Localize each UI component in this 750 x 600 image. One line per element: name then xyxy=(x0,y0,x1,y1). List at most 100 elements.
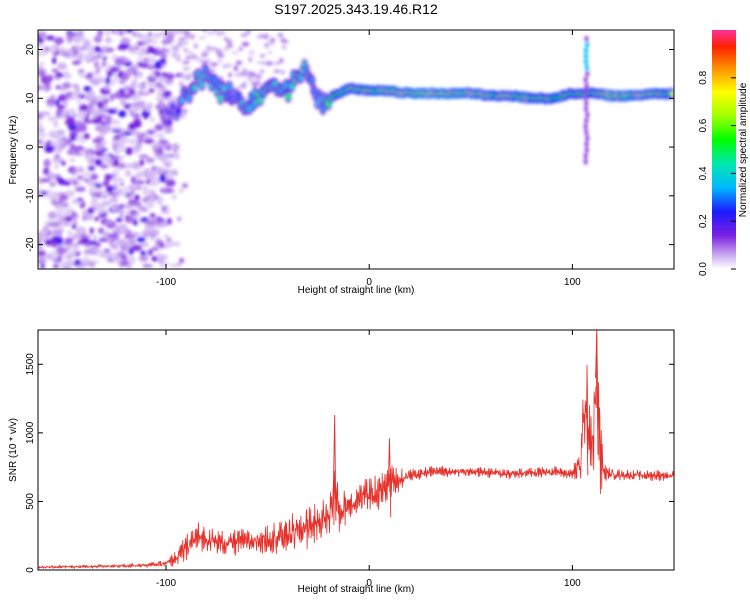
ridge-core xyxy=(199,81,205,89)
heatmap-speckle xyxy=(185,50,194,54)
heatmap-speckle xyxy=(99,163,109,169)
heatmap-speckle xyxy=(71,233,82,240)
heatmap-speckle xyxy=(142,263,153,268)
heatmap-speckle xyxy=(47,221,59,228)
heatmap-speckle xyxy=(165,179,176,187)
y-tick-label: 0 xyxy=(25,567,36,573)
heatmap-speckle xyxy=(76,264,85,269)
heatmap-speckle xyxy=(248,77,254,83)
snr-spike xyxy=(332,415,337,521)
heatmap-speckle xyxy=(98,227,105,234)
heatmap-streak xyxy=(583,94,588,101)
colorbar: 0.0 0.2 0.4 0.6 0.8 Normalized spectral ampl… xyxy=(698,30,749,276)
heatmap-speckle xyxy=(137,51,145,57)
heatmap-speckle xyxy=(206,44,211,51)
heatmap-speckle xyxy=(109,93,115,102)
heatmap-speckle xyxy=(55,247,67,255)
chart-title: S197.2025.343.19.46.R12 xyxy=(274,1,438,17)
heatmap-speckle xyxy=(210,62,218,67)
heatmap-speckle xyxy=(119,182,125,186)
heatmap-speckle xyxy=(143,112,148,120)
heatmap-speckle xyxy=(98,94,105,102)
heatmap-speckle xyxy=(214,30,220,35)
heatmap-speckle xyxy=(119,208,124,216)
snr-spikes xyxy=(332,331,599,521)
heatmap-streak xyxy=(584,106,589,113)
snr-x-label: Height of straight line (km) xyxy=(298,584,415,595)
heatmap-speckle xyxy=(112,189,123,193)
heatmap-speckle xyxy=(56,105,66,109)
heatmap-speckle xyxy=(133,180,141,186)
heatmap-speckle xyxy=(125,170,132,177)
heatmap-speckle xyxy=(64,215,73,222)
heatmap-speckle xyxy=(171,44,179,51)
heatmap-streak xyxy=(585,41,590,48)
heatmap-speckle xyxy=(188,73,194,78)
heatmap-speckle xyxy=(265,61,274,66)
heatmap-speckle xyxy=(179,258,185,263)
y-tick-label: 10 xyxy=(25,92,36,104)
heatmap-speckle xyxy=(53,164,60,170)
heatmap-speckle xyxy=(65,71,71,80)
heatmap-speckle xyxy=(242,80,248,85)
heatmap-speckle xyxy=(78,150,87,154)
snr-x-axis: -100 0 100 xyxy=(156,330,581,589)
ridge-core xyxy=(669,90,674,97)
heatmap-speckle xyxy=(93,216,100,222)
heatmap-speckle xyxy=(57,147,62,154)
heatmap-speckle xyxy=(112,169,120,177)
heatmap-speckle xyxy=(93,35,103,44)
heatmap-speckle xyxy=(167,158,173,165)
heatmap-speckle xyxy=(58,252,63,257)
heatmap-speckle xyxy=(98,108,109,114)
heatmap-speckle xyxy=(226,39,233,45)
heatmap-speckle xyxy=(101,60,107,68)
heatmap-speckle xyxy=(279,57,284,64)
heatmap-speckle xyxy=(129,192,134,201)
heatmap-speckle xyxy=(46,97,57,105)
ridge-core xyxy=(285,93,291,101)
heatmap-speckle xyxy=(63,255,74,260)
heatmap-speckle xyxy=(97,30,104,37)
heatmap-speckle xyxy=(104,124,111,132)
heatmap-speckle xyxy=(94,56,100,63)
heatmap-speckle xyxy=(159,254,168,261)
heatmap-speckle xyxy=(274,61,281,65)
heatmap-speckle xyxy=(106,70,113,77)
heatmap-speckle xyxy=(39,178,51,183)
heatmap-speckle xyxy=(90,77,101,86)
heatmap-speckle xyxy=(50,95,56,99)
heatmap-speckle xyxy=(140,208,149,212)
heatmap-speckle xyxy=(63,202,69,206)
heatmap-speckle xyxy=(137,232,142,237)
heatmap-speckle xyxy=(39,61,45,66)
heatmap-speckle xyxy=(118,204,126,209)
heatmap-speckle xyxy=(76,51,85,60)
heatmap-streak xyxy=(585,135,590,142)
heatmap-speckle xyxy=(122,186,133,193)
heatmap-speckle xyxy=(113,224,120,230)
heatmap-speckle xyxy=(163,126,174,134)
heatmap-speckle xyxy=(53,120,59,128)
snr-series-line xyxy=(38,330,674,570)
heatmap-speckle xyxy=(38,258,47,265)
heatmap-speckle xyxy=(281,45,287,50)
heatmap-speckle xyxy=(130,81,137,89)
heatmap-speckle xyxy=(83,177,90,183)
heatmap-speckle xyxy=(131,31,138,37)
heatmap-speckle xyxy=(130,49,138,55)
heatmap-streak xyxy=(584,141,589,148)
y-tick-label: 20 xyxy=(25,44,36,56)
heatmap-speckle xyxy=(45,253,52,260)
heatmap-speckle xyxy=(129,209,138,216)
heatmap-speckle xyxy=(83,119,94,124)
heatmap-blobs xyxy=(38,30,674,269)
heatmap-speckle xyxy=(161,187,167,192)
heatmap-speckle xyxy=(71,30,81,34)
heatmap-speckle xyxy=(109,197,119,203)
heatmap-speckle xyxy=(169,263,179,268)
heatmap-speckle xyxy=(95,125,106,132)
heatmap-speckle xyxy=(270,37,275,42)
heatmap-speckle xyxy=(164,172,175,180)
heatmap-speckle xyxy=(125,234,136,238)
